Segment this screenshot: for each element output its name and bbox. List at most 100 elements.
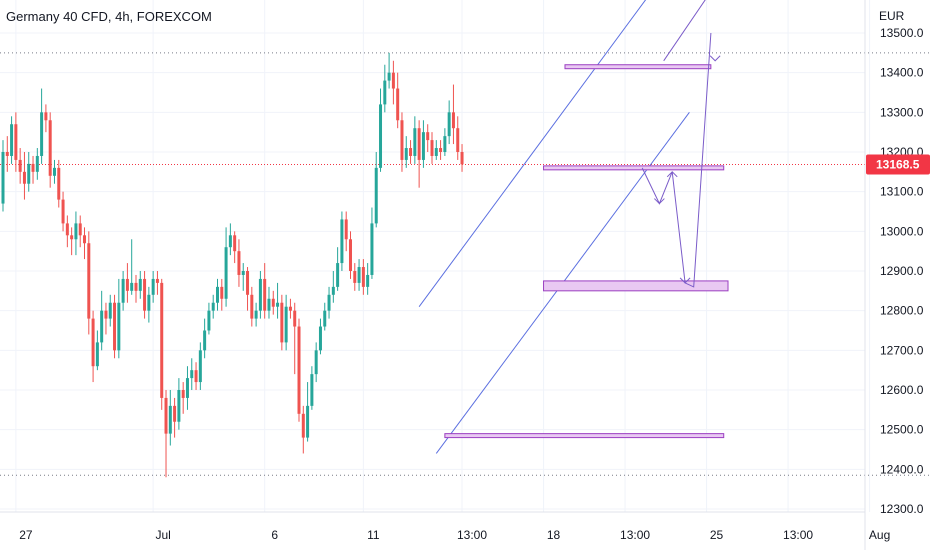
candle-body (138, 278, 142, 291)
candle-body (246, 271, 250, 295)
candle-body (361, 267, 365, 287)
candle-body (409, 148, 413, 156)
candle-body (439, 148, 443, 152)
candle-body (340, 219, 344, 264)
candle-body (241, 271, 245, 275)
candle-body (250, 294, 254, 319)
candle-body (288, 306, 292, 311)
candle-body (198, 350, 202, 383)
candle-body (318, 326, 322, 351)
arrow-head (666, 171, 678, 178)
candle-body (348, 239, 352, 271)
drawings (418, 0, 729, 454)
candle-body (426, 132, 430, 141)
candle-body (387, 72, 391, 81)
candle-body (160, 282, 164, 398)
y-tick-label: 13500.0 (880, 26, 924, 40)
candle-body (280, 302, 284, 343)
arrow-head (654, 198, 665, 205)
last-price-badge-bg (866, 154, 930, 175)
candle-body (57, 167, 61, 200)
y-axis[interactable]: 13500.013400.013300.013200.013100.013000… (864, 0, 924, 550)
x-tick-label: 18 (547, 528, 561, 542)
candle-body (108, 302, 112, 319)
x-tick-label: 13:00 (457, 528, 487, 542)
candle-body (185, 378, 189, 398)
candle-body (306, 405, 310, 438)
candle-body (173, 405, 177, 422)
y-tick-label: 12400.0 (880, 462, 924, 476)
candle-body (271, 298, 275, 307)
candle-body (61, 199, 65, 224)
candle-body (151, 278, 155, 295)
candle-body (65, 223, 69, 236)
candle-body (10, 124, 14, 156)
candle-body (434, 148, 438, 156)
candle-body (417, 128, 421, 160)
candle-body (228, 235, 232, 248)
candle-body (87, 243, 91, 319)
candle-body (254, 310, 258, 319)
projection-path (641, 32, 712, 288)
candle-body (310, 374, 314, 406)
last-price-label: 13168.5 (876, 157, 920, 171)
y-tick-label: 13000.0 (880, 224, 924, 238)
candle-body (344, 219, 348, 240)
last-price-badge: 13168.5 (866, 154, 930, 175)
candle-body (181, 390, 185, 398)
candle-body (5, 152, 9, 156)
candle-body (353, 271, 357, 283)
candle-body (35, 155, 39, 172)
candle-body (147, 294, 151, 311)
y-tick-label: 13300.0 (880, 105, 924, 119)
candle-body (451, 112, 455, 129)
candle-body (443, 136, 447, 152)
candles (1, 52, 464, 478)
horizontal-lines (0, 52, 932, 476)
candle-body (117, 302, 121, 351)
arrow-head (679, 277, 691, 284)
candle-body (91, 318, 95, 367)
candle-body (357, 267, 361, 283)
candle-body (447, 112, 451, 137)
candle-body (400, 120, 404, 160)
candle-body (1, 152, 5, 204)
candle-body (125, 278, 129, 291)
x-tick-label: 25 (710, 528, 724, 542)
candle-body (155, 278, 159, 283)
x-tick-label: 13:00 (620, 528, 650, 542)
arrow-head (709, 55, 721, 62)
candle-body (216, 286, 219, 303)
y-tick-label: 12600.0 (880, 383, 924, 397)
y-tick-label: 12800.0 (880, 304, 924, 318)
candle-body (391, 72, 395, 89)
candle-body (460, 152, 464, 165)
candle-body (276, 302, 280, 307)
candle-body (374, 167, 378, 224)
candle-body (83, 235, 87, 244)
candle-body (421, 132, 425, 160)
candle-body (134, 282, 138, 291)
candle-body (396, 88, 400, 121)
candle-body (203, 330, 207, 351)
candle-body (211, 302, 215, 311)
x-tick-label: 11 (367, 528, 380, 542)
zone-box (543, 165, 725, 171)
candle-body (48, 120, 52, 176)
candle-body (100, 310, 104, 343)
channel-upper-line (418, 0, 647, 307)
x-axis[interactable]: 27 Jul 6 11 13:00 18 13:00 25 13:00 Aug (0, 511, 890, 542)
candle-body (327, 294, 331, 311)
candle-body (404, 148, 408, 160)
chart-title: Germany 40 CFD, 4h, FOREXCOM (6, 9, 212, 24)
zone-box (543, 280, 729, 292)
candle-body (383, 80, 387, 105)
candle-body (456, 128, 460, 152)
candle-body (168, 405, 172, 434)
candle-body (130, 282, 134, 291)
candle-body (297, 326, 301, 414)
candle-body (31, 163, 35, 172)
candle-body (78, 223, 82, 236)
candle-body (95, 342, 99, 367)
